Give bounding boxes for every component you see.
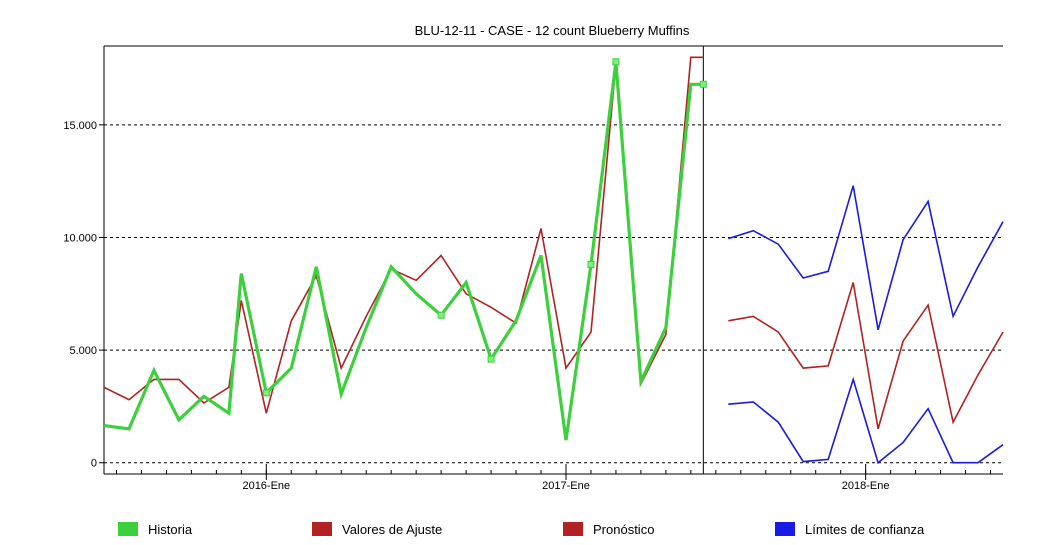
legend: Historia Valores de Ajuste Pronóstico Lí… — [0, 515, 1044, 543]
legend-item-historia: Historia — [118, 515, 192, 543]
historia-point-3 — [587, 261, 595, 269]
legend-item-pronostico: Pronóstico — [563, 515, 654, 543]
legend-label-limites-de-confianza: Límites de confianza — [805, 521, 925, 537]
ytick-label-1: 5.000 — [69, 345, 97, 357]
series-lines — [103, 56, 1004, 465]
series-line-l-mites-de-confianza-upper — [728, 185, 1004, 331]
legend-label-pronostico: Pronóstico — [593, 521, 655, 537]
historia-point-5 — [699, 80, 707, 88]
legend-swatch-historia — [118, 522, 138, 536]
legend-label-historia: Historia — [148, 521, 193, 537]
legend-label-valores-de-ajuste: Valores de Ajuste — [342, 521, 443, 537]
historia-point-0 — [262, 389, 270, 397]
historia-point-1 — [437, 311, 445, 319]
historia-point-4 — [612, 58, 620, 66]
historia-point-2 — [487, 355, 495, 363]
chart: BLU-12-11 - CASE - 12 count Blueberry Mu… — [63, 23, 1004, 492]
legend-item-valores-de-ajuste: Valores de Ajuste — [312, 515, 442, 543]
legend-swatch-pronostico — [563, 522, 583, 536]
series-line-historia — [103, 61, 704, 441]
xtick-label-1: 2017-Ene — [542, 480, 590, 492]
series-line-l-mites-de-confianza-lower — [728, 376, 1004, 465]
series-line-valores-de-ajuste — [103, 56, 704, 414]
xtick-label-0: 2016-Ene — [242, 480, 290, 492]
ytick-label-2: 10.000 — [63, 232, 97, 244]
legend-swatch-limites-de-confianza — [775, 522, 795, 536]
axes: 0 5.000 10.000 15.000 2016-Ene 2017-Ene 2018-E… — [63, 45, 1003, 492]
legend-item-limites-de-confianza: Límites de confianza — [775, 515, 924, 543]
legend-swatch-valores-de-ajuste — [312, 522, 332, 536]
xtick-label-2: 2018-Ene — [842, 480, 890, 492]
chart-title: BLU-12-11 - CASE - 12 count Blueberry Mu… — [415, 23, 690, 38]
ytick-label-0: 0 — [91, 458, 97, 470]
series-line-pron-stico — [728, 282, 1004, 430]
ytick-label-3: 15.000 — [63, 120, 97, 132]
highlight-points — [262, 58, 707, 397]
